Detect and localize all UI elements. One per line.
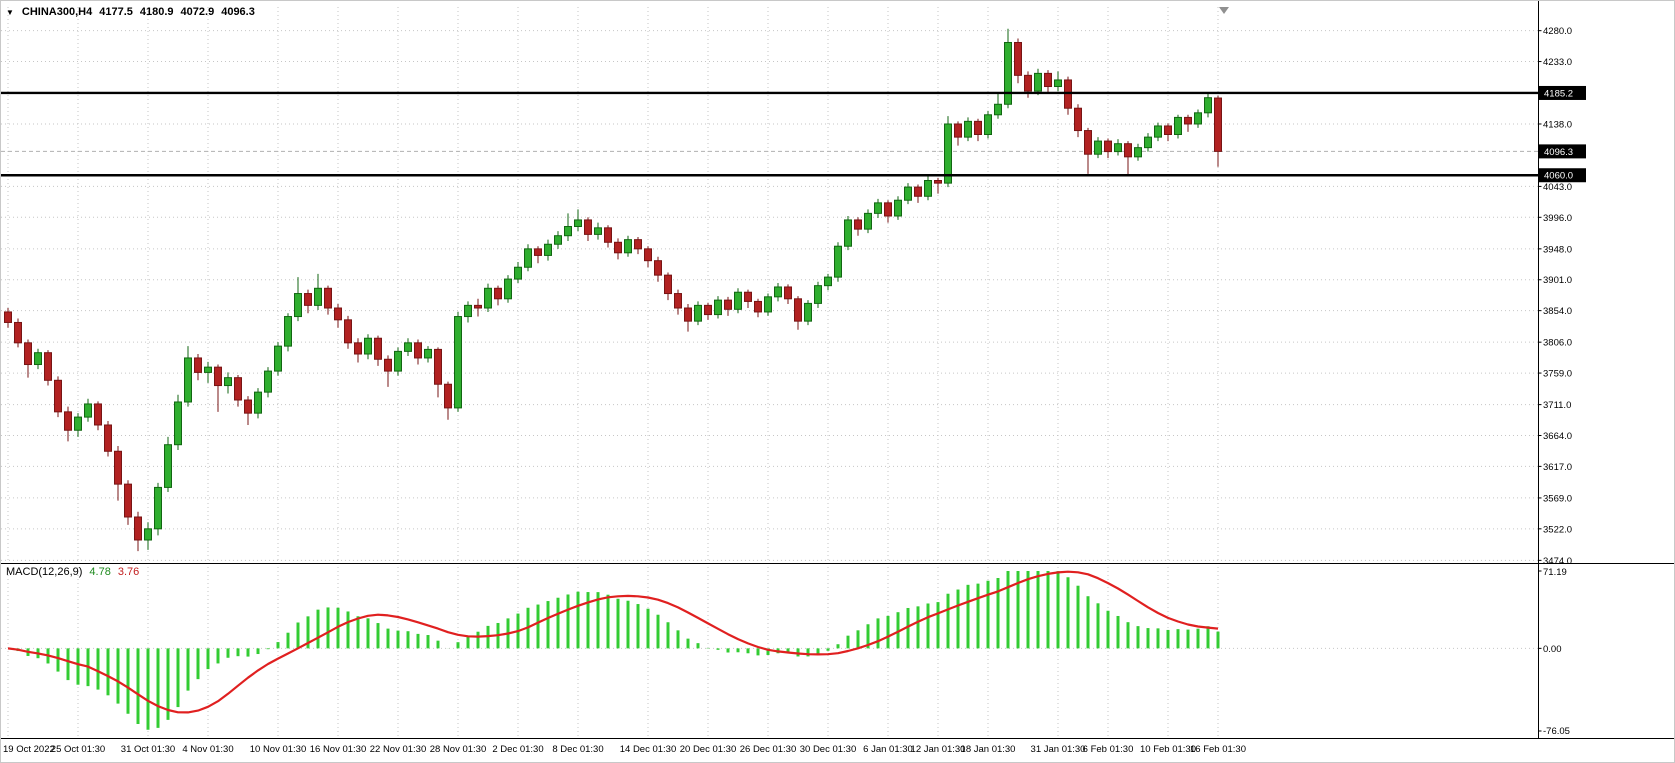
ohlc-open: 4177.5	[99, 6, 133, 18]
svg-text:25 Oct 01:30: 25 Oct 01:30	[51, 744, 105, 755]
svg-text:4138.0: 4138.0	[1543, 119, 1572, 130]
svg-text:28 Nov 01:30: 28 Nov 01:30	[430, 744, 487, 755]
chart-shift-marker[interactable]	[1219, 7, 1229, 14]
svg-text:3711.0: 3711.0	[1543, 400, 1571, 411]
grid-lines	[1, 7, 1539, 738]
svg-text:10 Nov 01:30: 10 Nov 01:30	[250, 744, 307, 755]
svg-text:4 Nov 01:30: 4 Nov 01:30	[182, 744, 233, 755]
symbol-dropdown-icon[interactable]: ▼	[6, 7, 14, 17]
svg-text:4060.0: 4060.0	[1544, 171, 1573, 182]
svg-text:26 Dec 01:30: 26 Dec 01:30	[740, 744, 797, 755]
svg-text:3617.0: 3617.0	[1543, 462, 1572, 473]
svg-text:3569.0: 3569.0	[1543, 493, 1572, 504]
svg-text:12 Jan 01:30: 12 Jan 01:30	[911, 744, 966, 755]
price-badge	[1539, 85, 1586, 100]
svg-text:4233.0: 4233.0	[1543, 57, 1572, 68]
svg-text:22 Nov 01:30: 22 Nov 01:30	[370, 744, 427, 755]
macd-main-value: 4.78	[89, 566, 111, 578]
svg-text:-76.05: -76.05	[1543, 726, 1570, 737]
macd-signal-line	[7, 570, 1219, 714]
svg-text:4043.0: 4043.0	[1543, 182, 1572, 193]
svg-text:14 Dec 01:30: 14 Dec 01:30	[620, 744, 677, 755]
svg-text:8 Dec 01:30: 8 Dec 01:30	[552, 744, 603, 755]
svg-text:3664.0: 3664.0	[1543, 431, 1572, 442]
svg-text:3759.0: 3759.0	[1543, 369, 1572, 380]
svg-text:3996.0: 3996.0	[1543, 213, 1572, 224]
svg-text:20 Dec 01:30: 20 Dec 01:30	[680, 744, 737, 755]
svg-text:31 Jan 01:30: 31 Jan 01:30	[1031, 744, 1086, 755]
svg-text:3901.0: 3901.0	[1543, 275, 1572, 286]
svg-text:4185.2: 4185.2	[1544, 88, 1573, 99]
price-badge	[1539, 144, 1586, 159]
ohlc-close: 4096.3	[221, 6, 255, 18]
macd-indicator-label: MACD(12,26,9) 4.78 3.76	[6, 566, 139, 578]
price-axis[interactable]: 4280.0 4233.0 4138.0 4043.0 3996.0 3948.0 3901…	[1538, 26, 1587, 567]
macd-histogram	[16, 571, 1220, 730]
price-badge	[1539, 168, 1586, 183]
svg-text:3474.0: 3474.0	[1543, 556, 1572, 567]
symbol-ohlc-label: ▼ CHINA300,H4 4177.5 4180.9 4072.9 4096.…	[6, 6, 255, 18]
svg-text:2 Dec 01:30: 2 Dec 01:30	[492, 744, 543, 755]
svg-text:3854.0: 3854.0	[1543, 306, 1572, 317]
svg-text:31 Oct 01:30: 31 Oct 01:30	[121, 744, 175, 755]
ohlc-high: 4180.9	[139, 6, 174, 18]
svg-text:10 Feb 01:30: 10 Feb 01:30	[1140, 744, 1196, 755]
macd-signal-value: 3.76	[117, 566, 140, 578]
candlestick-series	[4, 28, 1222, 552]
svg-text:6 Feb 01:30: 6 Feb 01:30	[1083, 744, 1134, 755]
symbol-name: CHINA300,H4	[21, 6, 93, 18]
svg-text:16 Feb 01:30: 16 Feb 01:30	[1190, 744, 1246, 755]
svg-text:19 Oct 2022: 19 Oct 2022	[3, 744, 55, 755]
svg-text:4096.3: 4096.3	[1544, 147, 1573, 158]
svg-text:6 Jan 01:30: 6 Jan 01:30	[863, 744, 913, 755]
svg-text:0.00: 0.00	[1543, 644, 1562, 655]
ohlc-low: 4072.9	[180, 6, 215, 18]
svg-text:18 Jan 01:30: 18 Jan 01:30	[961, 744, 1016, 755]
svg-text:3522.0: 3522.0	[1543, 524, 1572, 535]
svg-text:30 Dec 01:30: 30 Dec 01:30	[800, 744, 857, 755]
svg-text:4280.0: 4280.0	[1543, 26, 1572, 37]
svg-text:71.19: 71.19	[1543, 567, 1567, 578]
macd-name: MACD(12,26,9)	[6, 566, 83, 578]
svg-text:16 Nov 01:30: 16 Nov 01:30	[310, 744, 367, 755]
macd-axis[interactable]: 71.19 0.00 -76.05	[1538, 567, 1570, 737]
svg-text:3806.0: 3806.0	[1543, 338, 1572, 349]
svg-text:3948.0: 3948.0	[1543, 244, 1572, 255]
